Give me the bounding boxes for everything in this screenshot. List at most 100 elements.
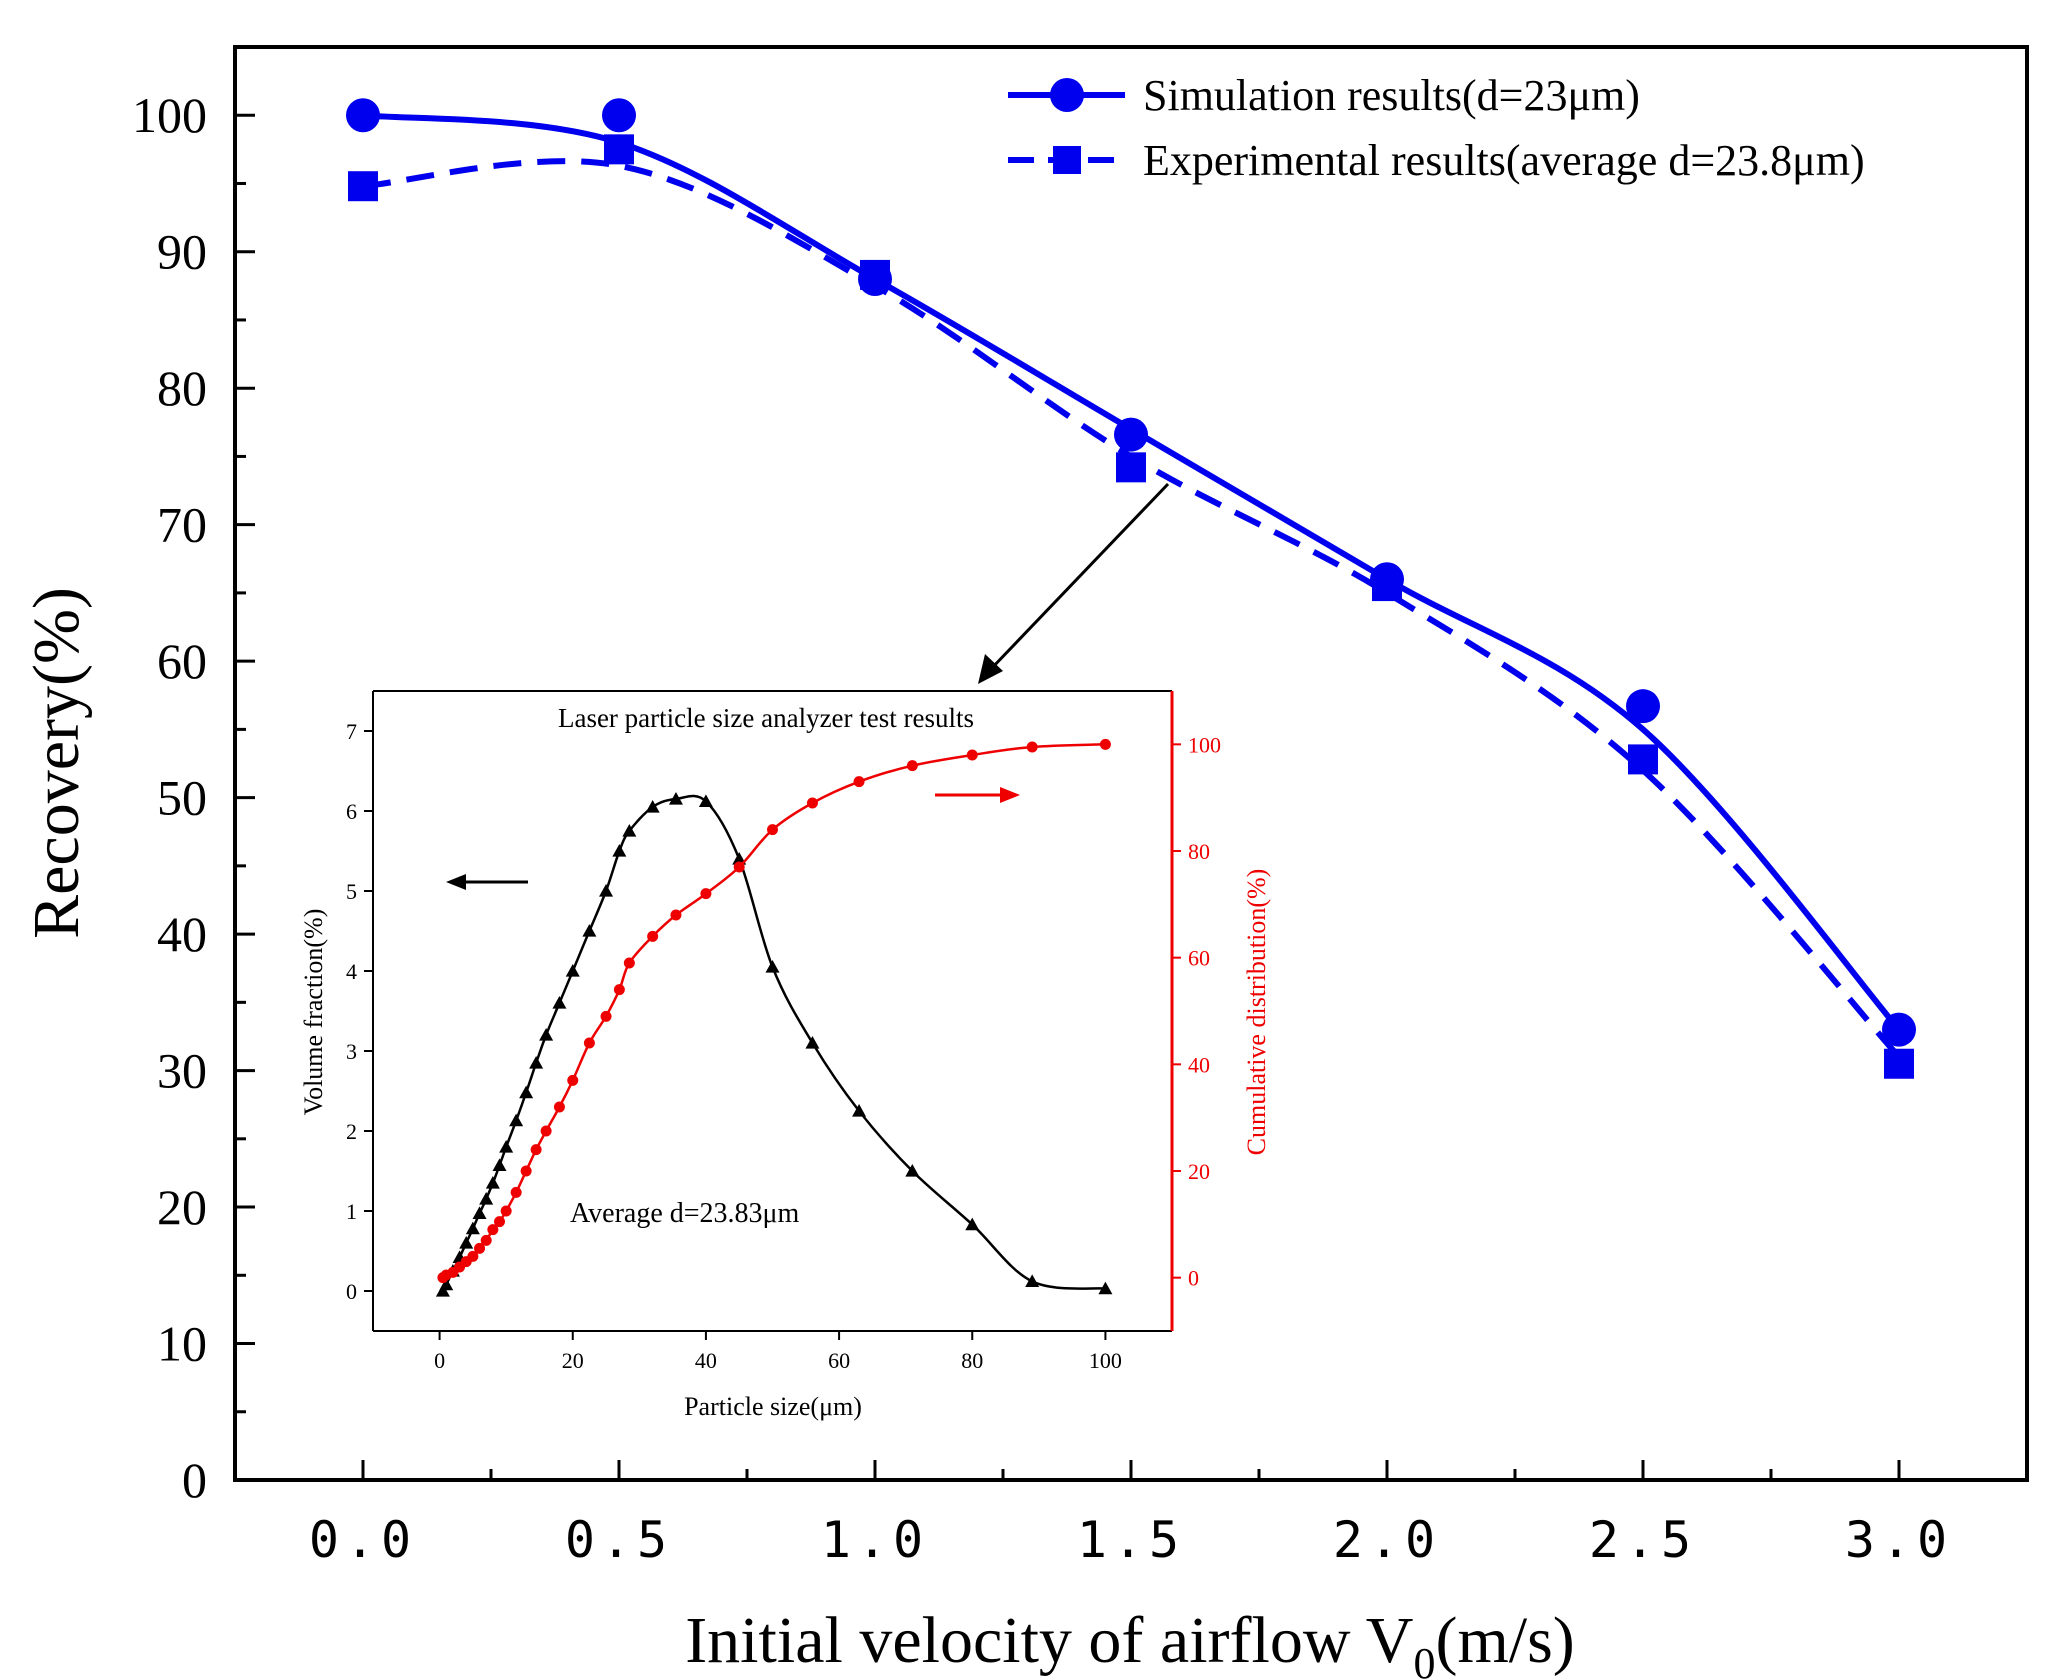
volume-fraction-point [905,1164,920,1177]
simulation-point [602,98,636,133]
inset-x-tick-label: 40 [695,1348,717,1373]
volume-fraction-point [459,1236,474,1249]
main-y-tick-label: 70 [157,497,207,553]
inset-left-y-tick-label: 4 [346,959,357,984]
experimental-point [1372,571,1402,602]
main-y-axis-label: Recovery(%) [20,587,93,939]
volume-fraction-point [485,1176,500,1189]
volume-fraction-point [599,884,614,897]
main-x-axis-label: Initial velocity of airflow V0(m/s) [685,1604,1575,1680]
experimental-point [860,259,890,290]
inset-x-tick-label: 20 [562,1348,584,1373]
main-x-tick-label: 1.5 [1077,1511,1185,1569]
volume-fraction-point [668,792,683,805]
main-y-tick-label: 40 [157,906,207,962]
inset-right-y-axis-label: Cumulative distribution(%) [1242,869,1271,1156]
cumulative-distribution-point [467,1250,479,1262]
inset-x-tick-label: 100 [1089,1348,1122,1373]
volume-fraction-point [519,1085,534,1099]
main-y-tick-label: 60 [157,633,207,689]
volume-fraction-point [965,1217,980,1231]
legend-experimental-marker [1053,146,1081,174]
legend-experimental-label: Experimental results(average d=23.8μm) [1143,136,1865,185]
volume-fraction-point [622,824,637,837]
legend-simulation-marker [1050,78,1084,112]
inset-right-y-tick-label: 60 [1188,946,1210,971]
main-x-tick-label: 3.0 [1845,1511,1953,1569]
cumulative-distribution-point [567,1074,579,1086]
main-x-axis-label-subscript: 0 [1413,1639,1435,1680]
cumulative-distribution-point [553,1101,565,1113]
volume-fraction-point [552,996,567,1009]
inset-left-y-tick-label: 3 [346,1039,357,1064]
simulation-point [1626,689,1660,724]
pointer-arrow [978,482,1170,684]
cumulative-distribution-point [647,930,659,942]
cumulative-distribution-point [853,776,865,788]
main-x-axis-label-suffix: (m/s) [1435,1604,1574,1677]
main-y-tick-label: 50 [157,770,207,826]
cumulative-distribution-point [1099,738,1111,750]
cumulative-distribution-point [670,909,682,921]
inset-left-y-tick-label: 0 [346,1279,357,1304]
cumulative-distribution-point [487,1224,499,1236]
cumulative-distribution-point [613,984,625,996]
cumulative-distribution-point [583,1037,595,1049]
simulation-point [1882,1012,1916,1047]
volume-fraction-point [765,960,780,973]
volume-fraction-point [645,800,660,813]
volume-fraction-point [1098,1281,1113,1295]
right-axis-direction-arrow-head [1000,787,1020,803]
inset-left-y-tick-label: 5 [346,879,357,904]
experimental-point [348,171,378,202]
main-x-axis-label-text: Initial velocity of airflow V [685,1604,1413,1677]
volume-fraction-point [465,1221,480,1235]
main-y-tick-label: 80 [157,360,207,416]
cumulative-distribution-point [480,1234,492,1246]
inset-right-y-tick-label: 100 [1188,732,1221,757]
inset-right-y-tick-label: 0 [1188,1266,1199,1291]
left-axis-direction-arrow-head [446,874,466,890]
cumulative-distribution-point [906,760,918,772]
inset-x-tick-label: 80 [961,1348,983,1373]
inset-right-y-tick-label: 20 [1188,1159,1210,1184]
cumulative-distribution-point [1026,741,1038,753]
cumulative-distribution-point [733,861,745,873]
main-x-tick-label: 0.0 [309,1511,417,1569]
volume-fraction-point [612,844,627,857]
volume-fraction-point [529,1056,544,1069]
experimental-curve [362,158,1902,1059]
legend: Simulation results(d=23μm) Experimental … [1008,71,1865,185]
cumulative-distribution-point [623,957,635,969]
volume-fraction-point [565,964,580,977]
cumulative-distribution-point [494,1216,506,1228]
volume-fraction-point [805,1036,820,1049]
inset-left-y-tick-label: 2 [346,1119,357,1144]
cumulative-distribution-point [600,1010,612,1022]
pointer-arrow-head [978,654,1003,684]
inset-title: Laser particle size analyzer test result… [558,703,974,733]
main-series [346,98,1916,1079]
experimental-point [1628,744,1658,775]
volume-fraction-point [539,1028,554,1041]
volume-fraction-point [435,1284,450,1297]
inset-left-y-axis-label: Volume fraction(%) [299,909,328,1116]
inset-left-y-tick-label: 7 [346,719,357,744]
main-x-tick-label: 2.0 [1333,1511,1441,1569]
volume-fraction-point [1025,1274,1040,1287]
main-y-tick-label: 90 [157,224,207,280]
volume-fraction-point [852,1104,867,1117]
volume-fraction-point [492,1158,507,1171]
legend-simulation-label: Simulation results(d=23μm) [1143,71,1640,120]
volume-fraction-point [732,852,747,865]
cumulative-distribution-point [540,1125,552,1137]
main-ticks [235,113,1901,1482]
main-y-tick-label: 10 [157,1316,207,1372]
left-axis-direction-arrow [446,874,528,890]
experimental-point [604,134,634,165]
experimental-series [348,134,1914,1079]
inset-left-y-tick-label: 1 [346,1199,357,1224]
inset-background [373,691,1172,1331]
main-y-tick-label: 100 [132,87,207,143]
